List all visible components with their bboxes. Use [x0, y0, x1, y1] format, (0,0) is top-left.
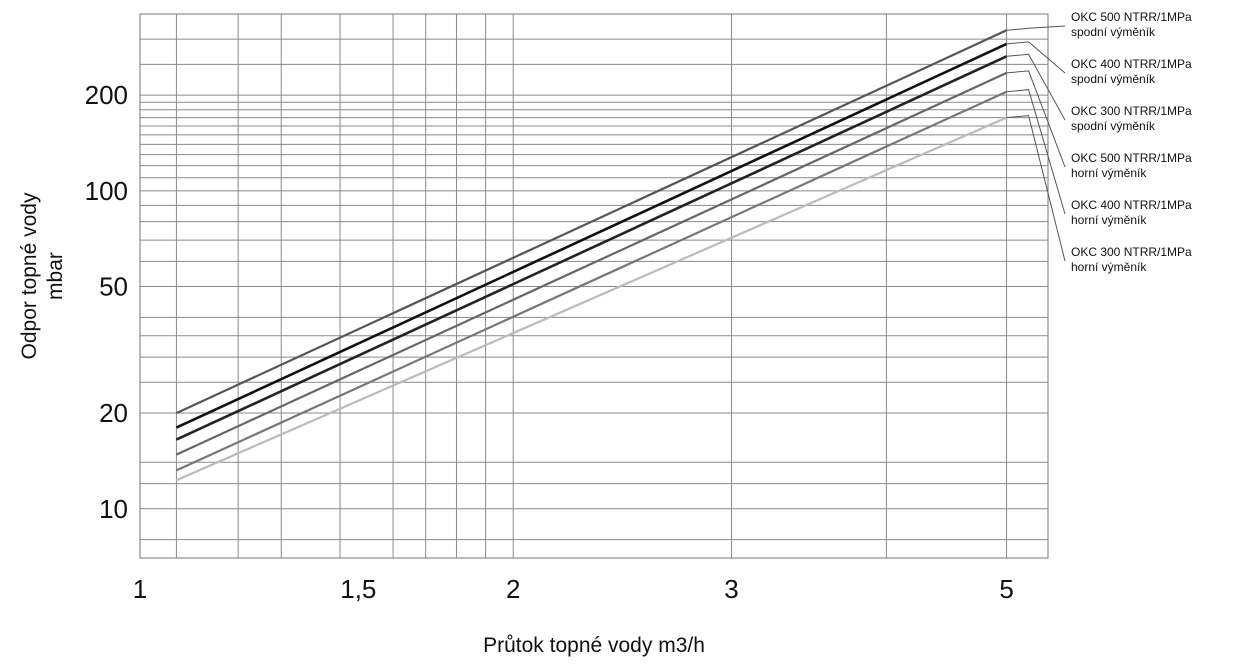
x-axis-title: Průtok topné vody m3/h — [483, 634, 705, 657]
legend-leader-line — [1006, 25, 1066, 31]
legend-leader-line — [1006, 41, 1066, 74]
series-line-1 — [175, 29, 1008, 415]
plot-frame — [139, 13, 1049, 559]
series-line-6 — [175, 116, 1008, 482]
y-axis-title-line: mbar — [44, 252, 67, 300]
x-tick-label: 5 — [999, 574, 1013, 604]
legend-leader-lines — [1006, 25, 1066, 262]
legend-leader-line — [1006, 89, 1066, 215]
y-tick-label: 200 — [85, 80, 128, 110]
legend-entry-line: OKC 400 NTRR/1MPa — [1071, 57, 1192, 71]
legend-leader-line — [1006, 70, 1066, 168]
legend-entry-line: spodní výměník — [1071, 119, 1156, 133]
legend-entry-line: OKC 500 NTRR/1MPa — [1071, 151, 1192, 165]
y-tick-label: 10 — [99, 494, 128, 524]
y-tick-labels: 10 20 50 100 200 — [85, 80, 128, 524]
legend-entry-line: OKC 300 NTRR/1MPa — [1071, 245, 1192, 259]
grid — [140, 14, 1048, 558]
legend-entry-line: spodní výměník — [1071, 72, 1156, 86]
legend-entry-line: horní výměník — [1071, 260, 1147, 274]
legend-leader-line — [1006, 53, 1066, 121]
legend-entry-line: OKC 400 NTRR/1MPa — [1071, 198, 1192, 212]
legend-entry-line: horní výměník — [1071, 213, 1147, 227]
y-tick-label: 50 — [99, 272, 128, 302]
series-line-3 — [175, 55, 1008, 441]
legend-leader-line — [1006, 115, 1066, 262]
x-tick-label: 1,5 — [340, 574, 376, 604]
series-lines — [175, 29, 1008, 482]
y-tick-label: 20 — [99, 398, 128, 428]
legend-entry-line: horní výměník — [1071, 166, 1147, 180]
series-line-5 — [175, 90, 1008, 472]
y-axis-title: Odpor topné vody mbar — [18, 192, 67, 359]
x-tick-label: 3 — [724, 574, 738, 604]
y-axis-title-line: Odpor topné vody — [18, 192, 41, 359]
legend-entry-line: spodní výměník — [1071, 25, 1156, 39]
y-tick-label: 100 — [85, 176, 128, 206]
x-tick-labels: 1 1,5 2 3 5 — [133, 574, 1014, 604]
series-line-2 — [175, 42, 1008, 429]
x-tick-label: 2 — [506, 574, 520, 604]
legend-entry-line: OKC 500 NTRR/1MPa — [1071, 10, 1192, 24]
x-tick-label: 1 — [133, 574, 147, 604]
series-line-4 — [175, 71, 1008, 456]
plot-border — [139, 13, 1049, 559]
legend-entry-line: OKC 300 NTRR/1MPa — [1071, 104, 1192, 118]
